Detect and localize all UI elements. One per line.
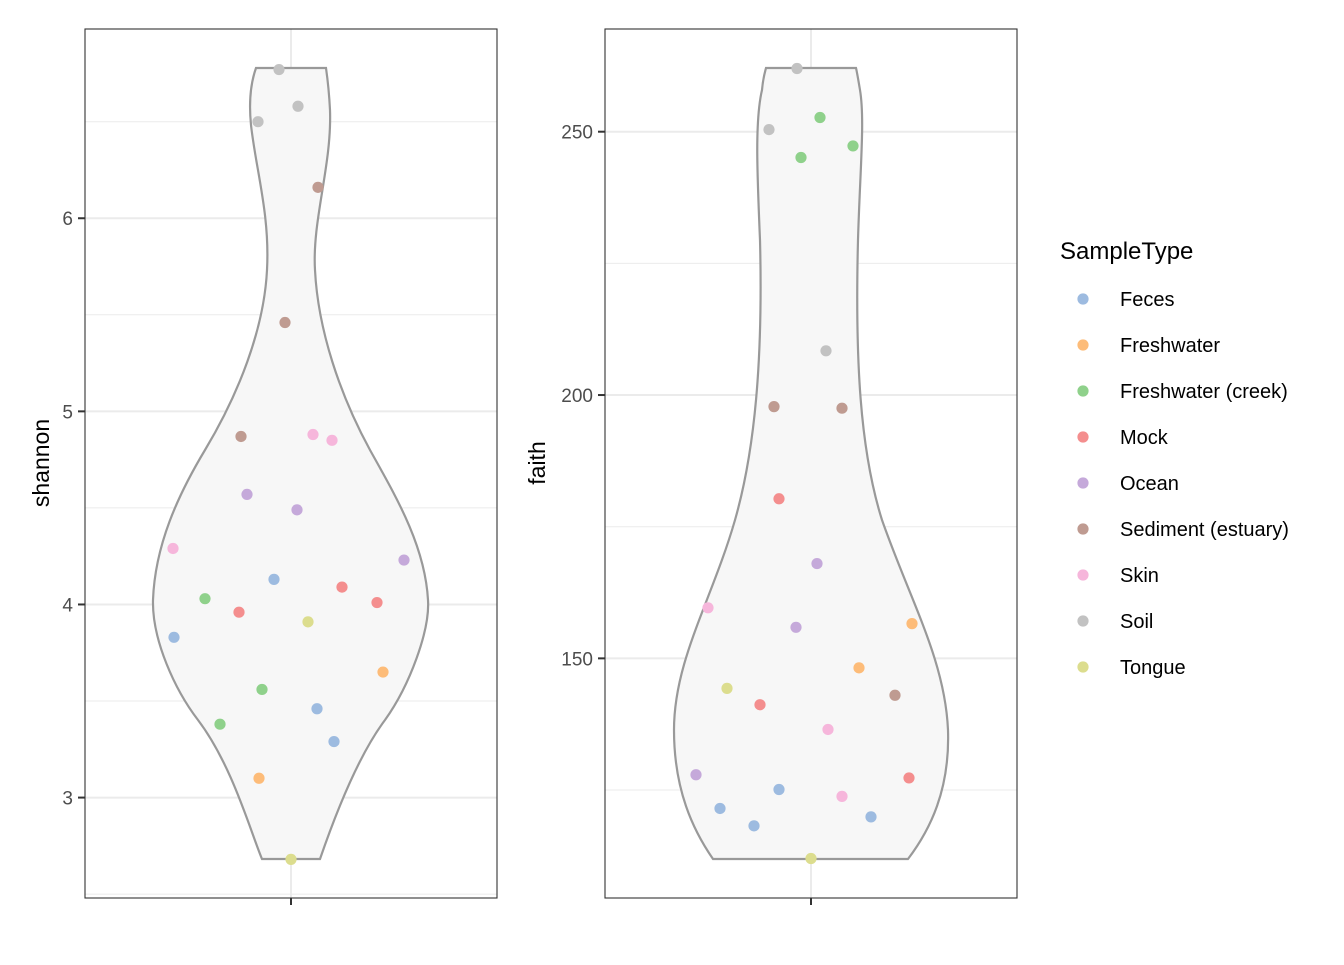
faith-point-freshwater-creek [795,151,807,164]
faith-point-freshwater-creek [847,140,859,152]
shannon-point-skin [307,428,319,441]
shannon-point-freshwater-creek [199,593,211,605]
shannon-point-ocean [241,488,253,500]
shannon-point-freshwater-creek [214,718,226,730]
legend-title: SampleType [1060,238,1193,265]
legend-label-freshwater-creek: Freshwater (creek) [1120,381,1288,403]
legend-label-mock: Mock [1120,427,1169,449]
legend-key-sediment-estuary [1077,523,1089,535]
shannon-point-feces [168,631,180,643]
faith-points [690,62,918,865]
legend-key-soil [1077,615,1089,627]
legend-key-feces [1077,293,1089,305]
faith-y-tick-label: 200 [561,386,593,407]
faith-y-tick-label: 250 [561,123,593,144]
faith-point-ocean [811,557,823,570]
faith-point-feces [865,811,877,823]
shannon-point-tongue [285,853,297,865]
faith-panel: 150 200 250 faith [524,28,1018,905]
shannon-point-sediment-estuary [279,316,291,329]
faith-point-soil [763,123,775,136]
shannon-point-freshwater [253,772,265,784]
shannon-point-soil [292,100,304,112]
legend-items: Feces Freshwater Freshwater (creek) Mock Oce… [1077,289,1289,679]
faith-point-mock [754,699,766,711]
shannon-y-tick-label: 5 [62,402,73,423]
faith-point-skin [822,723,834,736]
shannon-point-mock [371,596,383,609]
faith-point-tongue [805,852,817,865]
shannon-point-ocean [398,554,410,566]
shannon-panel: 3 4 5 6 shannon [28,28,498,905]
faith-point-sediment-estuary [889,689,901,701]
faith-point-soil [820,345,832,357]
faith-point-mock [773,493,785,505]
faith-point-feces [773,783,785,796]
legend-label-ocean: Ocean [1120,473,1179,495]
shannon-point-ocean [291,504,303,516]
faith-point-feces [714,802,726,815]
faith-point-ocean [790,621,802,633]
faith-point-sediment-estuary [768,401,780,413]
shannon-point-mock [233,606,245,618]
legend: SampleType Feces Freshwater Freshwater (cr… [1060,238,1289,679]
shannon-y-tick-label: 4 [62,595,73,616]
legend-label-skin: Skin [1120,565,1159,587]
faith-point-feces [748,820,760,832]
shannon-point-soil [252,116,264,128]
shannon-point-skin [167,542,179,555]
legend-key-freshwater-creek [1077,385,1089,397]
shannon-points [167,63,410,865]
shannon-point-freshwater [377,666,389,678]
faith-violin [672,66,950,861]
faith-point-freshwater [853,662,865,674]
faith-point-ocean [690,769,702,781]
shannon-violin [151,66,430,861]
shannon-point-mock [336,581,348,593]
shannon-y-tick-label: 6 [62,209,73,230]
shannon-point-feces [268,573,280,585]
legend-label-sediment-estuary: Sediment (estuary) [1120,519,1289,541]
shannon-point-tongue [302,616,314,628]
legend-key-skin [1077,569,1089,581]
shannon-point-sediment-estuary [312,181,324,193]
faith-y-axis-title: faith [524,441,550,484]
legend-label-freshwater: Freshwater [1120,335,1220,357]
legend-key-tongue [1077,661,1089,673]
faith-point-skin [836,790,848,802]
shannon-point-sediment-estuary [235,430,247,443]
legend-label-feces: Feces [1120,289,1174,311]
shannon-point-skin [326,434,338,446]
legend-label-tongue: Tongue [1120,657,1186,679]
shannon-y-tick-label: 3 [62,789,73,810]
faith-point-skin [702,602,714,614]
faith-point-freshwater-creek [814,111,826,124]
shannon-y-axis-title: shannon [28,419,54,507]
faith-point-soil [791,62,803,75]
faith-y-ticks: 150 200 250 [561,123,605,670]
legend-key-freshwater [1077,339,1089,351]
shannon-y-ticks: 3 4 5 6 [62,209,85,810]
faith-y-tick-label: 150 [561,649,593,670]
shannon-point-freshwater-creek [256,683,268,696]
faith-point-sediment-estuary [836,402,848,414]
legend-label-soil: Soil [1120,611,1153,633]
shannon-point-feces [328,735,340,748]
faith-point-mock [903,772,915,784]
faith-point-freshwater [906,618,918,630]
legend-key-mock [1077,431,1089,443]
faith-point-tongue [721,682,733,694]
shannon-point-feces [311,703,323,715]
legend-key-ocean [1077,477,1089,489]
shannon-point-soil [273,63,285,76]
